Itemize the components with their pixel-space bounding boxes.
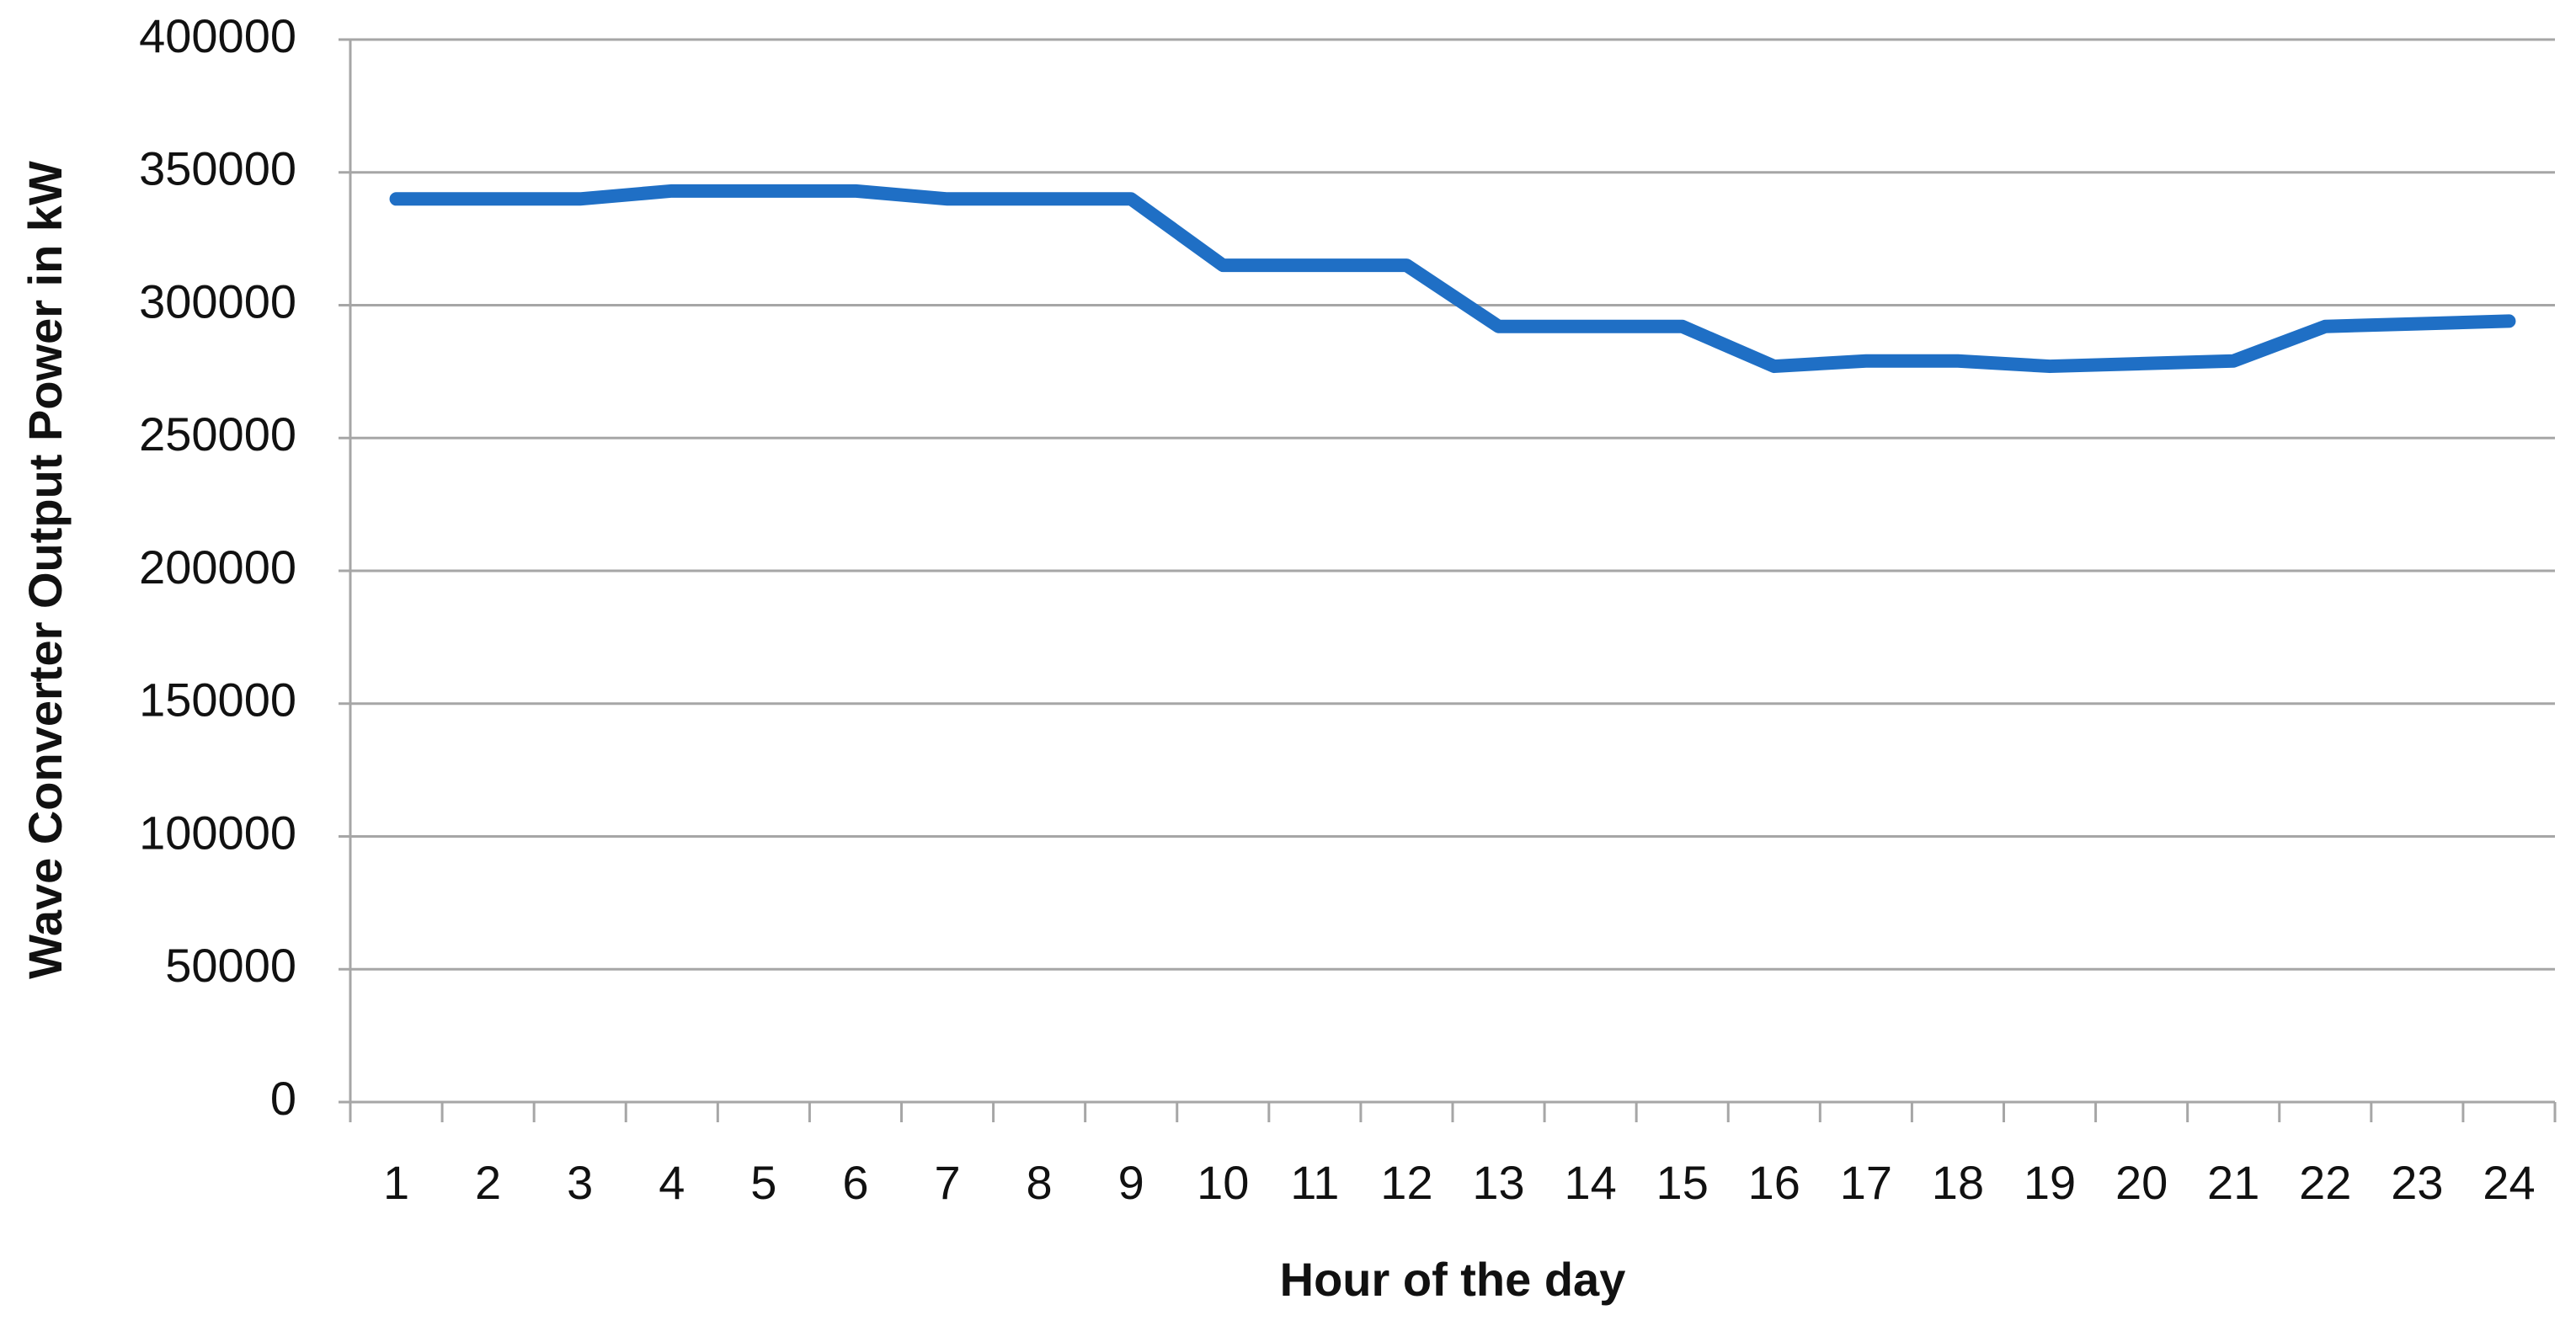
- x-tick-label: 11: [1290, 1156, 1339, 1209]
- y-tick-label: 400000: [139, 9, 296, 62]
- x-tick-label: 7: [934, 1156, 960, 1209]
- x-tick-label: 2: [475, 1156, 501, 1209]
- x-tick-label: 13: [1472, 1156, 1524, 1209]
- x-tick-label: 16: [1748, 1156, 1800, 1209]
- y-tick-label: 100000: [139, 806, 296, 859]
- x-tick-label: 20: [2115, 1156, 2168, 1209]
- x-tick-label: 6: [842, 1156, 868, 1209]
- x-tick-label: 24: [2483, 1156, 2535, 1209]
- y-tick-label: 0: [270, 1072, 296, 1125]
- x-tick-label: 3: [567, 1156, 593, 1209]
- x-tick-label: 15: [1656, 1156, 1709, 1209]
- x-tick-label: 5: [750, 1156, 776, 1209]
- y-tick-label: 200000: [139, 541, 296, 594]
- x-tick-label: 19: [2024, 1156, 2076, 1209]
- x-axis-title: Hour of the day: [1280, 1253, 1626, 1306]
- x-tick-label: 22: [2299, 1156, 2351, 1209]
- x-tick-label: 8: [1027, 1156, 1053, 1209]
- y-tick-label: 350000: [139, 142, 296, 195]
- x-tick-label: 23: [2391, 1156, 2443, 1209]
- y-tick-label: 250000: [139, 407, 296, 461]
- x-tick-label: 4: [659, 1156, 685, 1209]
- x-tick-label: 14: [1564, 1156, 1616, 1209]
- x-tick-label: 9: [1118, 1156, 1144, 1209]
- data-line: [389, 184, 2516, 374]
- x-tick-label: 21: [2207, 1156, 2259, 1209]
- x-tick-label: 18: [1932, 1156, 1984, 1209]
- y-tick-label: 50000: [165, 939, 296, 992]
- y-axis-title: Wave Converter Output Power in kW: [19, 161, 72, 979]
- x-tick-label: 1: [383, 1156, 409, 1209]
- y-tick-label: 300000: [139, 274, 296, 328]
- x-tick-label: 17: [1840, 1156, 1892, 1209]
- x-tick-label: 12: [1380, 1156, 1432, 1209]
- y-tick-label: 150000: [139, 674, 296, 727]
- x-tick-label: 10: [1197, 1156, 1249, 1209]
